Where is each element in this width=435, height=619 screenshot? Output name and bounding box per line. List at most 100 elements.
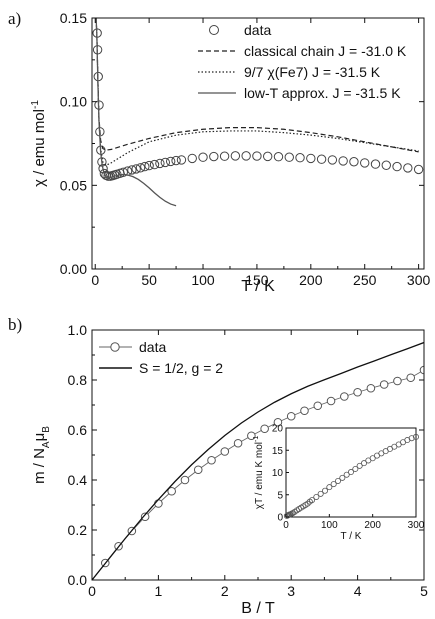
y-tick-label: 0.2 — [68, 522, 88, 538]
data-point — [98, 163, 108, 174]
plot-area — [92, 341, 424, 580]
legend-label: classical chain J = -31.0 K — [244, 43, 407, 59]
data-point — [392, 161, 402, 172]
inset-x-tick-label: 100 — [321, 520, 338, 531]
data-point — [127, 165, 137, 175]
data-point — [406, 373, 416, 383]
inset-data-point — [343, 471, 350, 478]
data-point — [338, 156, 348, 166]
data-point — [381, 160, 391, 170]
data-point — [419, 365, 424, 375]
data-point — [366, 383, 376, 393]
data-point — [144, 160, 154, 171]
x-tick-label: 4 — [354, 583, 362, 599]
data-point — [284, 152, 294, 162]
data-point — [171, 155, 181, 166]
data-point — [209, 151, 219, 162]
data-point — [149, 159, 160, 170]
data-point — [306, 153, 316, 164]
data-point — [241, 151, 251, 161]
data-point — [233, 438, 243, 448]
data-point — [313, 401, 323, 411]
data-point — [370, 159, 381, 169]
data-point — [413, 164, 424, 175]
inset-y-axis-label-sup: -1 — [253, 436, 260, 442]
data-point — [103, 171, 113, 181]
data-point — [273, 417, 283, 427]
data-point — [207, 455, 216, 465]
data-point — [131, 164, 141, 174]
inset-data-point — [347, 469, 354, 476]
x-tick-label: 50 — [141, 272, 157, 288]
inset-data-point — [339, 474, 346, 481]
panel-b: b)0 1 2 3 4 50.00.20.40.60.81.0B / Tm / NAμBd… — [8, 315, 428, 617]
inset-data-point — [317, 490, 324, 497]
data-point — [165, 156, 176, 167]
inset-data-point — [360, 460, 367, 467]
x-tick-label: 150 — [245, 272, 269, 288]
legend-marker — [110, 342, 120, 352]
x-tick-label: 5 — [420, 583, 428, 599]
legend-b: data S = 1/2, g = 2 — [99, 339, 223, 376]
y-axis-label-main: χ / emu mol — [31, 109, 48, 187]
y-tick-label: 0.0 — [68, 572, 88, 588]
inset-data-point — [408, 435, 415, 442]
y-tick-label: 0.8 — [68, 372, 88, 388]
legend-label: low-T approx. J = -31.5 K — [244, 85, 401, 101]
inset-data-point — [356, 462, 363, 469]
data-point — [327, 155, 338, 165]
data-point — [193, 465, 203, 475]
legend-a: data classical chain J = -31.0 K 9/7 χ(Fe7… — [198, 22, 407, 101]
data-point — [140, 161, 150, 172]
legend-label: data — [244, 22, 271, 38]
y-axis-label: m / NAμB — [31, 426, 52, 484]
data-point — [353, 387, 362, 397]
y-tick-label: 1.0 — [68, 322, 88, 338]
y-axis-label-mu: μ — [31, 433, 48, 442]
x-tick-label: 3 — [287, 583, 295, 599]
inset-y-tick-label: 20 — [272, 424, 284, 435]
data-point — [160, 157, 170, 168]
data-point — [247, 431, 256, 441]
inset-y-axis-label: χT / emu K mol-1 — [253, 436, 265, 510]
x-axis-label: B / T — [241, 600, 275, 617]
data-point — [286, 411, 296, 421]
data-point — [220, 447, 230, 456]
x-tick-label: 0 — [91, 272, 99, 288]
x-tick-label: 250 — [353, 272, 377, 288]
inset-x-tick-label: 200 — [364, 520, 381, 531]
inset-data-point — [326, 484, 333, 491]
inset-data-point — [308, 497, 315, 504]
x-tick-label: 300 — [407, 272, 431, 288]
series-line-3 — [95, 18, 177, 207]
inset-data-point — [321, 487, 328, 494]
x-tick-label: 1 — [155, 583, 163, 599]
legend-label: 9/7 χ(Fe7) J = -31.5 K — [244, 64, 381, 80]
legend-marker — [209, 25, 219, 35]
x-axis-label: T / K — [241, 278, 275, 295]
data-point — [167, 486, 176, 496]
data-point — [326, 396, 336, 406]
x-tick-label: 100 — [191, 272, 215, 288]
inset-y-axis-label-main: χT / emu K mol — [254, 442, 265, 509]
y-axis-label: χ / emu mol-1 — [30, 100, 48, 187]
inset-data-point — [412, 433, 419, 440]
data-point — [219, 151, 230, 161]
panel-label-b: b) — [8, 315, 22, 334]
data-point — [393, 376, 402, 386]
inset-data-point — [330, 481, 337, 488]
series-line-1 — [92, 341, 424, 580]
data-point — [349, 157, 359, 167]
inset-x-tick-label: 0 — [283, 520, 289, 531]
data-point — [273, 152, 284, 162]
inset-data-point — [313, 493, 320, 500]
data-point — [140, 512, 150, 522]
inset-data-point — [369, 455, 376, 462]
data-point — [340, 392, 349, 401]
inset-x-tick-label: 300 — [408, 520, 425, 531]
inset-frame — [285, 427, 417, 518]
y-axis-label-sup: -1 — [30, 100, 41, 109]
panel-label-a: a) — [8, 9, 21, 28]
data-point — [230, 151, 241, 161]
